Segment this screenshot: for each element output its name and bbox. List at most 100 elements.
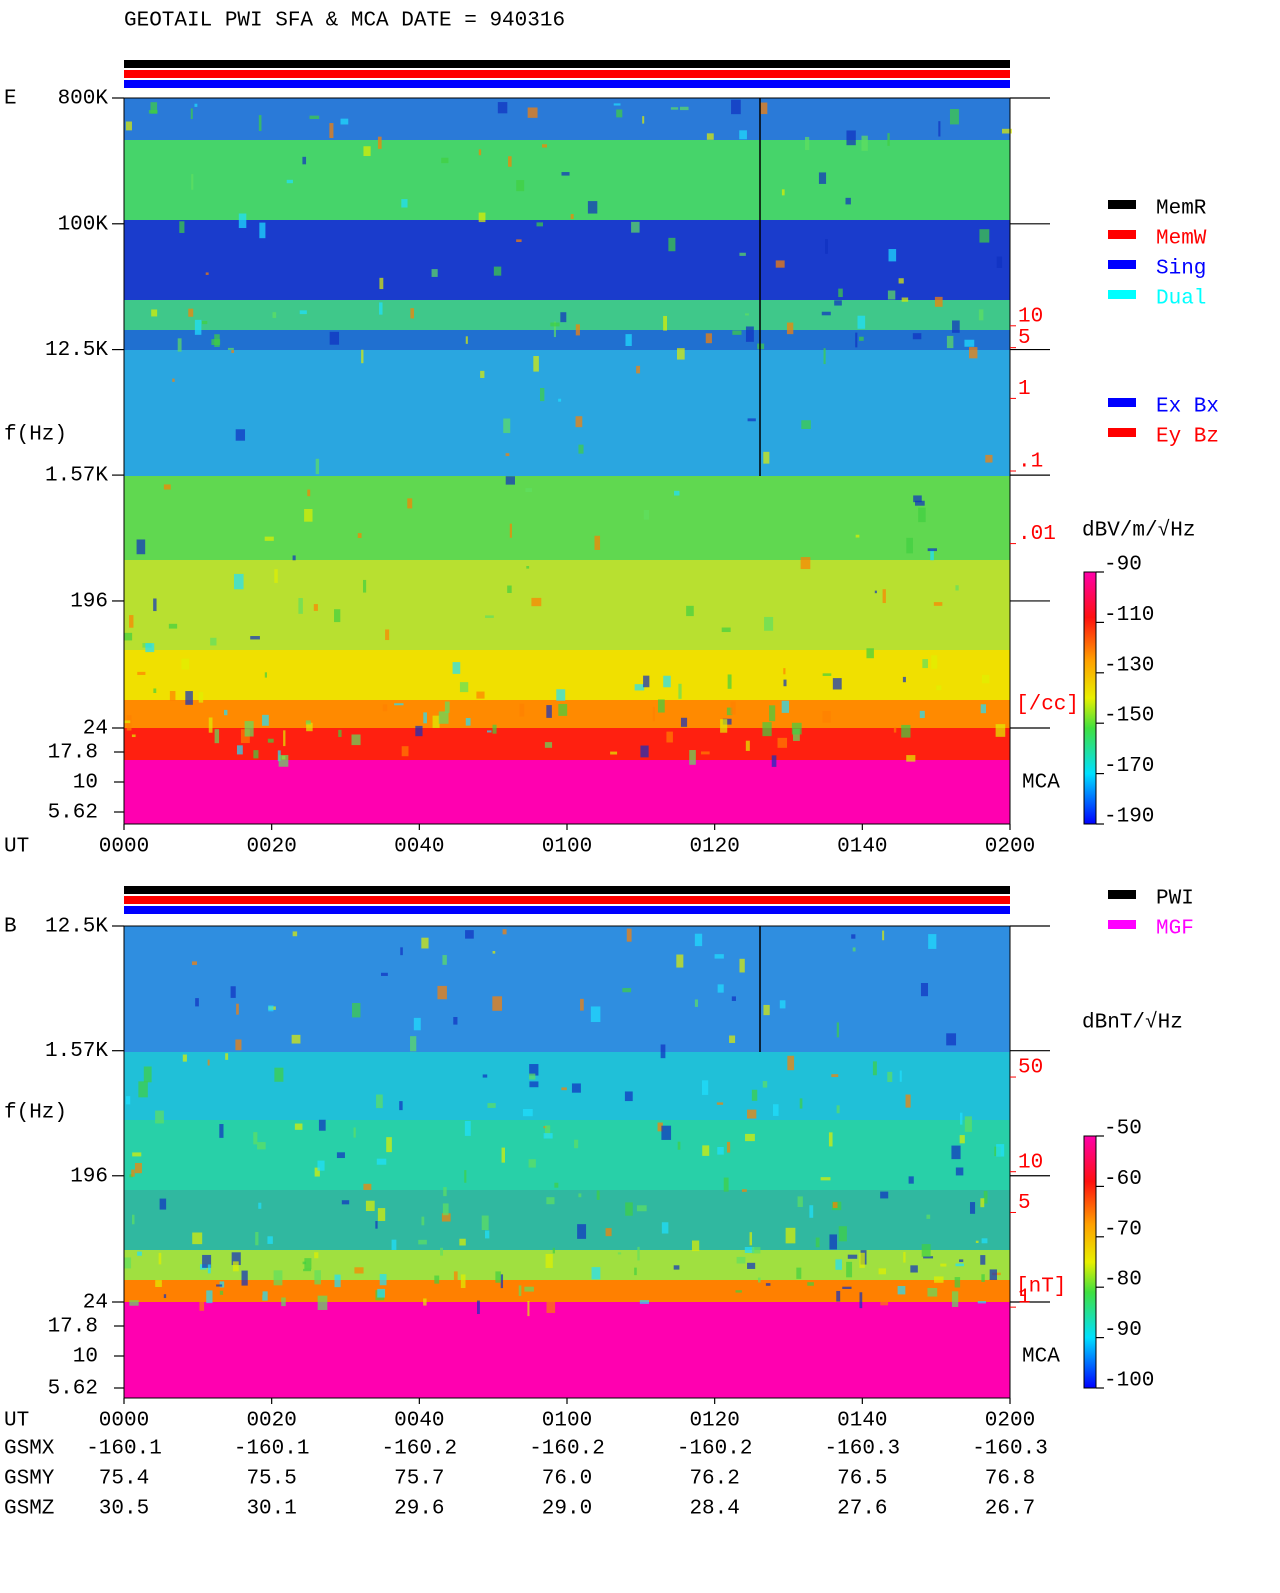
legend-swatch (1108, 398, 1136, 407)
ephemeris-value: -160.2 (677, 1438, 753, 1461)
spectrogram-texture (859, 336, 864, 341)
spectrogram-texture (158, 1252, 162, 1265)
spectrogram-texture (528, 1073, 536, 1080)
spectrogram-texture (988, 1279, 998, 1284)
spectrogram-texture (155, 1110, 164, 1124)
spectrogram-texture (815, 1237, 820, 1248)
spectrogram-texture (996, 1144, 1005, 1157)
spectrogram-texture (777, 737, 788, 748)
spectrogram-texture (624, 1091, 633, 1102)
mca-tick-label: 10 (73, 772, 98, 795)
y2-unit-label: [nT] (1016, 1276, 1066, 1299)
spectrogram-texture (657, 699, 665, 713)
spectrogram-texture (979, 229, 990, 243)
spectrogram-texture (934, 296, 943, 307)
spectrogram-texture (334, 1274, 341, 1288)
spectrogram-texture (702, 1080, 709, 1095)
spectrogram-texture (926, 1214, 931, 1219)
ephemeris-value: 75.4 (99, 1468, 149, 1491)
spectrogram-texture (969, 1202, 976, 1214)
spectrogram-texture (634, 1267, 637, 1276)
spectrogram-texture (640, 745, 649, 758)
spectrogram-texture (694, 933, 703, 947)
spectrogram-texture (441, 157, 449, 164)
spectrogram-texture (194, 319, 202, 335)
spectrogram-texture (762, 722, 772, 737)
spectrogram-texture (264, 672, 268, 678)
spectrogram-texture (726, 1141, 731, 1153)
spectrogram-texture (801, 420, 811, 429)
spectrogram-texture (631, 221, 640, 233)
y-tick-label: 12.5K (45, 339, 108, 362)
spectrogram-band (124, 1280, 1010, 1302)
spectrogram-texture (486, 730, 492, 733)
spectrogram-texture (670, 107, 679, 110)
spectrogram-texture (625, 334, 632, 347)
spectrogram-texture (796, 1267, 802, 1279)
spectrogram-texture (1001, 128, 1012, 134)
spectrogram-texture (214, 334, 220, 347)
spectrogram-texture (235, 1039, 242, 1051)
spectrogram-texture (580, 998, 584, 1011)
spectrogram-texture (779, 1000, 786, 1009)
spectrogram-texture (533, 356, 539, 372)
spectrogram-texture (365, 1200, 375, 1212)
spectrogram-texture (191, 174, 194, 190)
legend-label: MGF (1156, 918, 1194, 941)
spectrogram-texture (253, 1132, 258, 1145)
spectrogram-texture (901, 724, 911, 738)
spectrogram-texture (536, 222, 543, 227)
spectrogram-texture (278, 755, 289, 767)
spectrogram-texture (980, 704, 987, 714)
spectrogram-texture (636, 1205, 647, 1212)
y-tick-label: 24 (83, 1292, 108, 1315)
spectrogram-texture (959, 1135, 965, 1144)
spectrogram-texture (933, 602, 943, 606)
spectrogram-texture (207, 1059, 210, 1066)
spectrogram-texture (893, 726, 897, 733)
spectrogram-texture (637, 1246, 640, 1261)
spectrogram-texture (706, 133, 714, 140)
spectrogram-texture (676, 954, 684, 968)
legend-swatch (1108, 290, 1136, 299)
spectrogram-texture (191, 961, 197, 965)
spectrogram-texture (219, 1281, 225, 1288)
spectrogram-texture (954, 1277, 961, 1288)
spectrogram-texture (855, 534, 860, 538)
spectrogram-texture (505, 453, 510, 457)
spectrogram-texture (306, 722, 313, 732)
spectrogram-texture (518, 1285, 522, 1296)
spectrogram-texture (131, 734, 136, 738)
spectrogram-texture (596, 1190, 600, 1200)
spectrogram-texture (852, 947, 856, 952)
spectrogram-texture (822, 673, 832, 676)
colorbar (1083, 571, 1097, 825)
spectrogram-texture (897, 1286, 906, 1295)
spectrogram-texture (887, 133, 890, 146)
legend-label: Ex Bx (1156, 396, 1219, 419)
spectrogram-band (124, 728, 1010, 760)
spectrogram-texture (250, 636, 260, 640)
spectrogram-texture (181, 658, 190, 670)
spectrogram-texture (981, 1238, 988, 1244)
spectrogram-texture (233, 573, 244, 590)
spectrogram-texture (878, 1268, 887, 1275)
spectrogram-texture (302, 1261, 307, 1265)
ephemeris-value: 29.0 (542, 1498, 592, 1521)
colorbar-label: dBV/m/√Hz (1082, 519, 1195, 543)
spectrogram-texture (829, 1234, 838, 1250)
spectrogram-texture (702, 1145, 710, 1156)
spectrogram-texture (268, 1005, 274, 1012)
spectrogram-texture (800, 557, 811, 570)
spectrogram-texture (299, 310, 307, 315)
colorbar-label: dBnT/√Hz (1082, 1011, 1183, 1035)
spectrogram-texture (216, 1284, 223, 1287)
spectrogram-texture (273, 1270, 283, 1286)
spectrogram-texture (507, 585, 512, 593)
spectrogram-band (124, 476, 1010, 560)
spectrogram-texture (783, 668, 786, 675)
spectrogram-texture (764, 616, 774, 631)
spectrogram-texture (910, 1265, 918, 1273)
spectrogram-texture (643, 509, 650, 520)
status-bar (124, 906, 1010, 914)
